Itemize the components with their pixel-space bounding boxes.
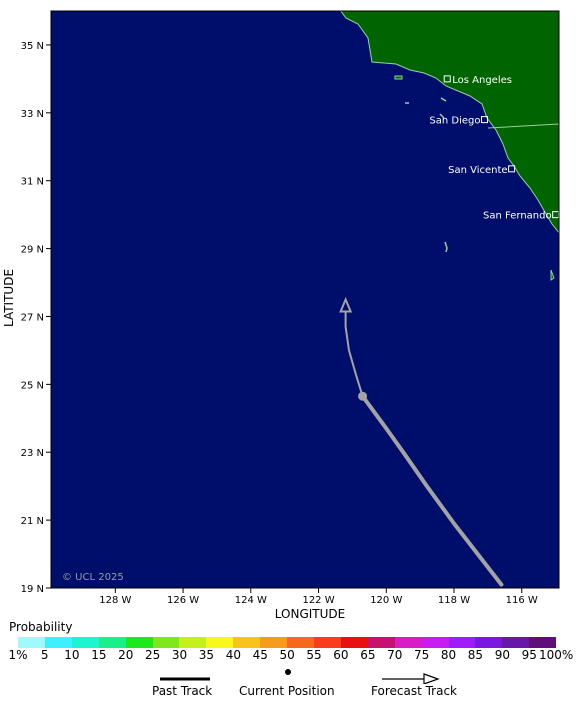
island [394,75,403,80]
probability-title: Probability [9,620,73,634]
probability-scale-label: 85 [467,648,484,662]
x-tick-label: 124 W [235,595,267,606]
probability-swatch [475,637,503,648]
city-label: San Diego [429,116,480,127]
probability-scale-label: 15 [91,648,107,662]
y-tick-label: 21 N [21,516,44,527]
y-tick-label: 29 N [21,245,44,256]
y-tick-label: 19 N [21,584,44,595]
probability-scale-labels: 1% 5 10 15 20 25 30 35 40 45 50 55 60 65 70 75 80 85 90 95 1… [0,648,580,664]
current-position-symbol [285,669,291,675]
probability-swatch [233,637,261,648]
probability-scale-label: 65 [360,648,376,662]
x-tick-label: 122 W [302,595,334,606]
current-position-marker [358,391,368,401]
probability-swatch [44,637,72,648]
y-tick-label: 31 N [21,177,44,188]
probability-swatch [367,637,395,648]
probability-swatch [179,637,207,648]
x-tick-label: 116 W [506,595,538,606]
probability-scale-label: 10 [64,648,80,662]
probability-swatch [340,637,368,648]
probability-scale-label: 60 [333,648,349,662]
probability-scale-label: 50 [279,648,295,662]
y-tick-label: 35 N [21,41,44,52]
probability-scale-label: 45 [252,648,268,662]
probability-swatch [206,637,234,648]
probability-swatch [125,637,153,648]
ocean-area [51,11,559,588]
forecast-track-line [344,299,364,397]
probability-scale-label: 55 [306,648,322,662]
island [444,241,448,253]
probability-scale-label: 35 [198,648,215,662]
probability-swatch [287,637,314,648]
probability-scale-label: 25 [145,648,161,662]
probability-swatch [18,637,45,648]
probability-swatch [98,637,126,648]
city-label: San Vicente [448,165,507,176]
y-tick-label: 27 N [21,312,44,323]
probability-scale-label: 100% [539,648,574,662]
island [550,269,555,281]
storm-track-map: Los Angeles San Diego San Vicente San Ferna… [2,10,560,620]
legend-current-position-label: Current Position [239,684,335,698]
y-axis-title: LATITUDE [2,269,16,327]
probability-scale-label: 95 [521,648,537,662]
probability-swatch [421,637,449,648]
legend-past-track-label: Past Track [152,684,213,698]
plot-frame [50,10,560,589]
legend-forecast-track-label: Forecast Track [371,684,457,698]
probability-color-bar [18,637,557,648]
city-label: San Fernando [483,211,552,222]
city-label: Los Angeles [452,75,512,86]
probability-scale-label: 90 [494,648,510,662]
probability-scale-label: 1% [8,648,28,662]
x-tick-label: 126 W [167,595,199,606]
border-line [487,123,559,129]
probability-swatch [260,637,288,648]
x-tick-label: 120 W [370,595,402,606]
y-tick-label: 23 N [21,448,44,459]
island [439,113,445,119]
probability-scale-label: 70 [387,648,403,662]
forecast-track-arrowhead [423,673,440,684]
y-tick-label: 25 N [21,380,44,391]
copyright-text: © UCL 2025 [62,572,124,583]
probability-swatch [394,637,422,648]
probability-swatch [529,637,557,648]
probability-swatch [313,637,341,648]
probability-swatch [71,637,99,648]
city-marker [508,165,516,173]
y-tick-label: 33 N [21,109,44,120]
probability-scale-label: 80 [440,648,457,662]
probability-scale-label: 20 [118,648,134,662]
past-track-line [360,394,504,587]
forecast-arrowhead [339,296,353,313]
city-marker [443,75,451,83]
probability-swatch [448,637,476,648]
city-marker [480,116,488,124]
x-tick-label: 118 W [438,595,470,606]
probability-scale-label: 5 [40,648,49,662]
probability-scale-label: 30 [171,648,188,662]
x-axis-title: LONGITUDE [275,607,345,620]
probability-scale-label: 75 [414,648,430,662]
probability-swatch [502,637,530,648]
track-legend-symbols [160,669,440,684]
island [440,97,447,102]
x-tick-label: 128 W [99,595,131,606]
probability-scale-label: 40 [225,648,241,662]
probability-swatch [152,637,180,648]
